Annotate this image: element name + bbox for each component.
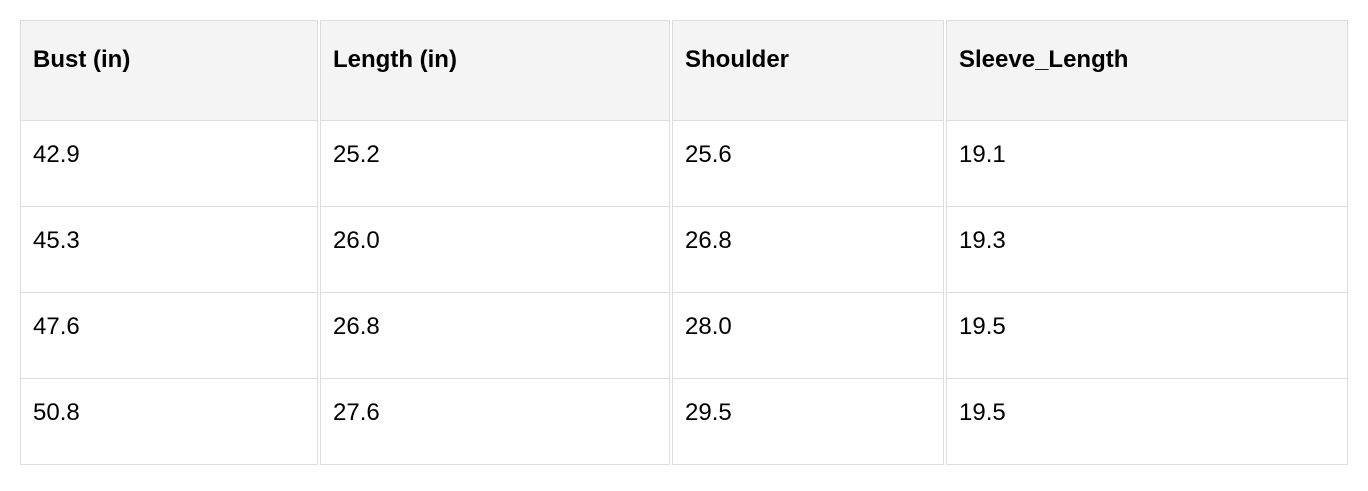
cell: 47.6 xyxy=(20,293,318,379)
table-row: 50.8 27.6 29.5 19.5 xyxy=(20,379,1348,465)
header-length: Length (in) xyxy=(320,20,670,121)
cell: 26.8 xyxy=(320,293,670,379)
cell: 29.5 xyxy=(672,379,944,465)
cell: 19.1 xyxy=(946,121,1348,207)
cell: 26.0 xyxy=(320,207,670,293)
header-sleeve-length: Sleeve_Length xyxy=(946,20,1348,121)
cell: 25.6 xyxy=(672,121,944,207)
header-shoulder: Shoulder xyxy=(672,20,944,121)
cell: 19.5 xyxy=(946,293,1348,379)
size-table: Bust (in) Length (in) Shoulder Sleeve_Le… xyxy=(18,20,1350,465)
cell: 27.6 xyxy=(320,379,670,465)
cell: 26.8 xyxy=(672,207,944,293)
cell: 45.3 xyxy=(20,207,318,293)
table-row: 45.3 26.0 26.8 19.3 xyxy=(20,207,1348,293)
header-row: Bust (in) Length (in) Shoulder Sleeve_Le… xyxy=(20,20,1348,121)
cell: 42.9 xyxy=(20,121,318,207)
table-row: 42.9 25.2 25.6 19.1 xyxy=(20,121,1348,207)
header-bust: Bust (in) xyxy=(20,20,318,121)
cell: 19.5 xyxy=(946,379,1348,465)
cell: 19.3 xyxy=(946,207,1348,293)
cell: 25.2 xyxy=(320,121,670,207)
cell: 50.8 xyxy=(20,379,318,465)
cell: 28.0 xyxy=(672,293,944,379)
table-row: 47.6 26.8 28.0 19.5 xyxy=(20,293,1348,379)
